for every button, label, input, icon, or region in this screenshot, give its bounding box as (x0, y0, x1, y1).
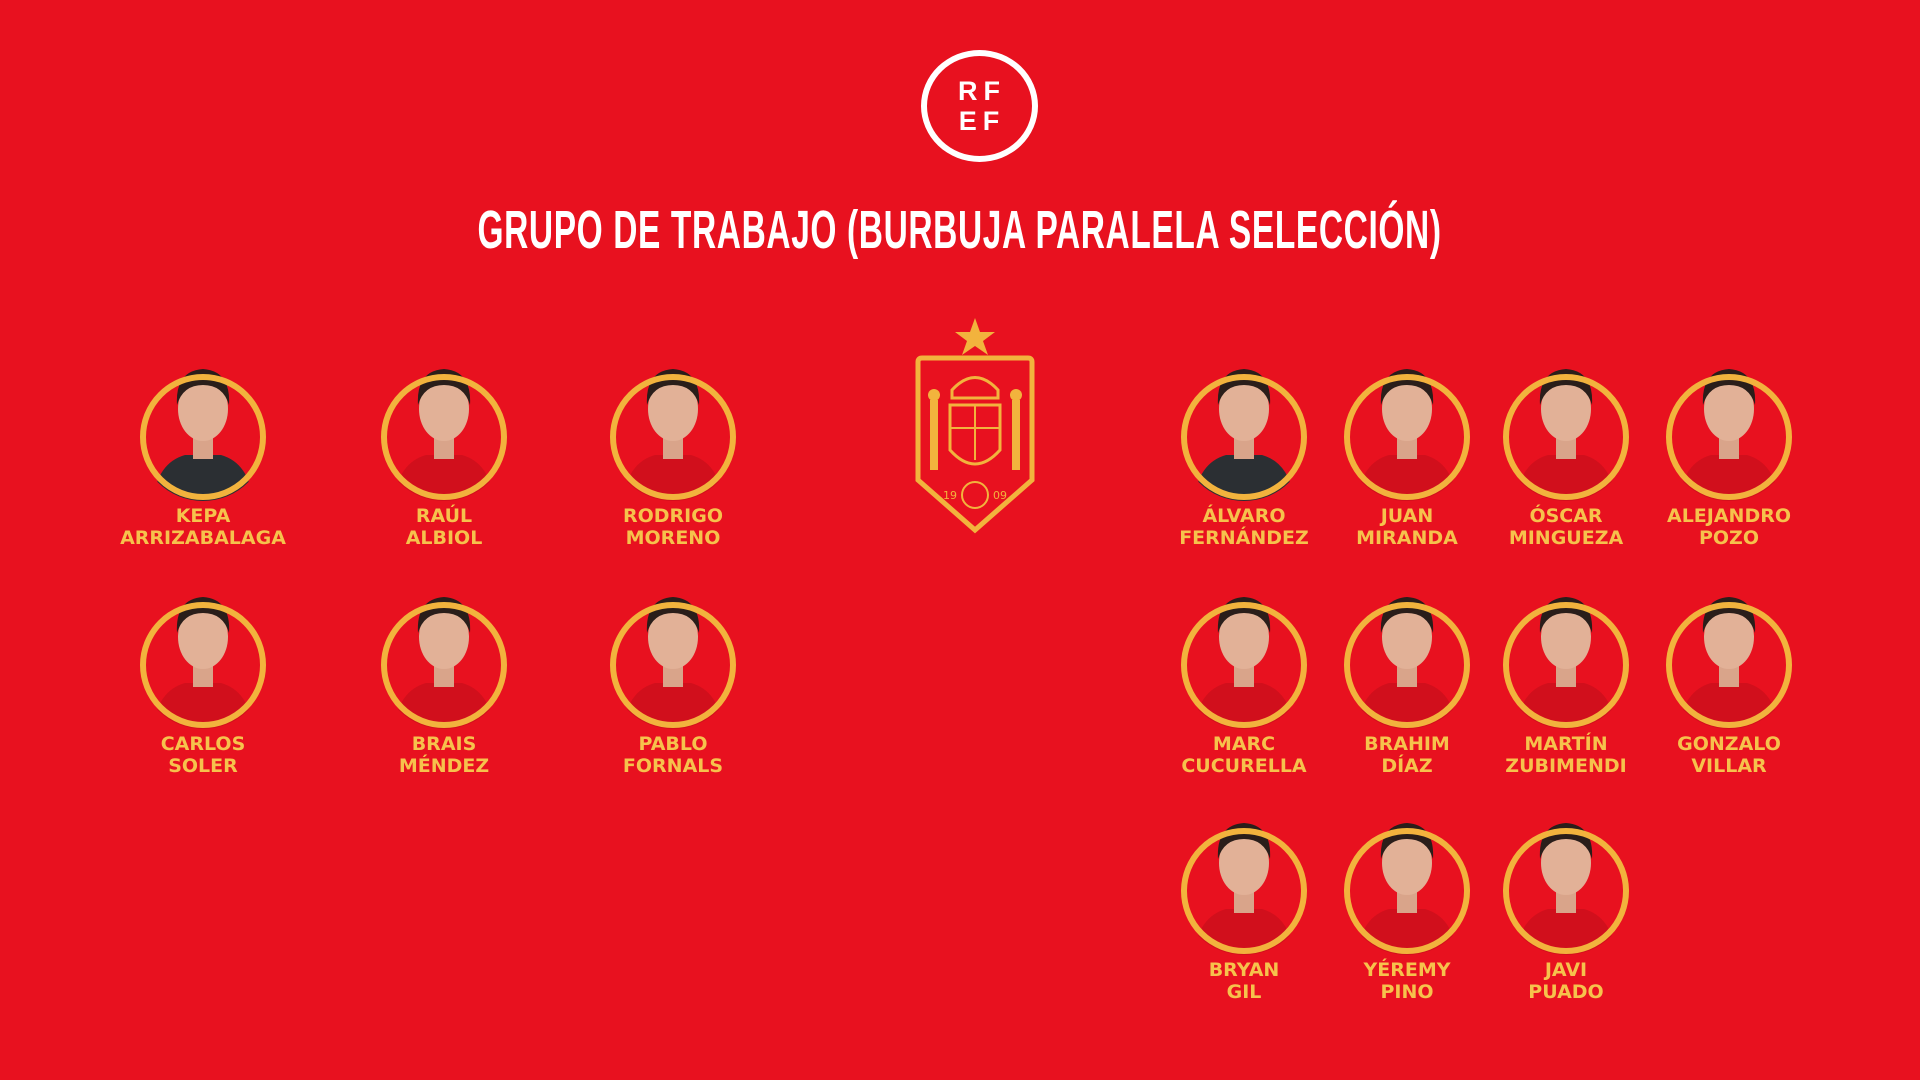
player-name: KEPA ARRIZABALAGA (83, 505, 323, 549)
player-first-name: YÉREMY (1363, 959, 1451, 981)
player-last-name: MINGUEZA (1508, 527, 1624, 549)
player-first-name: ÁLVARO (1202, 505, 1286, 527)
player-last-name: VILLAR (1691, 755, 1767, 777)
player-first-name: MARC (1212, 733, 1276, 755)
player-last-name: ZUBIMENDI (1505, 755, 1627, 777)
player-card: MARC CUCURELLA (1124, 579, 1364, 777)
crest-year-left: 19 (943, 489, 957, 502)
player-card: PABLO FORNALS (553, 579, 793, 777)
player-photo (139, 351, 267, 501)
player-photo (609, 351, 737, 501)
player-last-name: FORNALS (622, 755, 724, 777)
player-last-name: POZO (1698, 527, 1759, 549)
rfef-logo: RF EF (921, 50, 1038, 162)
player-photo (1665, 579, 1793, 729)
player-card: BRAIS MÉNDEZ (324, 579, 564, 777)
player-first-name: BRYAN (1208, 959, 1280, 981)
logo-line-1: RF (958, 76, 1006, 106)
player-card: JAVI PUADO (1446, 805, 1686, 1003)
player-name: JAVI PUADO (1446, 959, 1686, 1003)
player-first-name: JAVI (1544, 959, 1588, 981)
player-photo (1343, 579, 1471, 729)
player-last-name: CUCURELLA (1181, 755, 1307, 777)
player-photo (1343, 351, 1471, 501)
player-first-name: RODRIGO (622, 505, 723, 527)
player-first-name: ALEJANDRO (1666, 505, 1792, 527)
player-last-name: ALBIOL (405, 527, 483, 549)
player-photo (380, 351, 508, 501)
player-last-name: DÍAZ (1381, 755, 1433, 777)
player-name: RODRIGO MORENO (553, 505, 793, 549)
player-name: ALEJANDRO POZO (1609, 505, 1849, 549)
player-first-name: BRAHIM (1364, 733, 1450, 755)
player-card: ALEJANDRO POZO (1609, 351, 1849, 549)
player-card: KEPA ARRIZABALAGA (83, 351, 323, 549)
player-first-name: BRAIS (411, 733, 477, 755)
crest-year-right: 09 (993, 489, 1007, 502)
player-card: ÓSCAR MINGUEZA (1446, 351, 1686, 549)
player-photo (380, 579, 508, 729)
player-photo (1343, 805, 1471, 955)
player-card: GONZALO VILLAR (1609, 579, 1849, 777)
player-name: CARLOS SOLER (83, 733, 323, 777)
player-photo (1502, 805, 1630, 955)
player-first-name: KEPA (175, 505, 231, 527)
page-title: GRUPO DE TRABAJO (BURBUJA PARALELA SELEC… (477, 200, 1443, 260)
player-card: RAÚL ALBIOL (324, 351, 564, 549)
player-last-name: PUADO (1528, 981, 1604, 1003)
player-name: RAÚL ALBIOL (324, 505, 564, 549)
spain-crest: 19 09 (915, 318, 1035, 534)
player-first-name: GONZALO (1677, 733, 1781, 755)
player-name: ÁLVARO FERNÁNDEZ (1124, 505, 1364, 549)
player-photo (1180, 805, 1308, 955)
player-photo (1180, 351, 1308, 501)
player-name: ÓSCAR MINGUEZA (1446, 505, 1686, 549)
player-name: BRAIS MÉNDEZ (324, 733, 564, 777)
player-photo (609, 579, 737, 729)
player-last-name: GIL (1226, 981, 1262, 1003)
player-name: YÉREMY PINO (1287, 959, 1527, 1003)
player-first-name: CARLOS (160, 733, 246, 755)
player-card: CARLOS SOLER (83, 579, 323, 777)
player-name: JUAN MIRANDA (1287, 505, 1527, 549)
player-photo (1665, 351, 1793, 501)
player-last-name: ARRIZABALAGA (120, 527, 286, 549)
player-first-name: PABLO (638, 733, 708, 755)
player-first-name: ÓSCAR (1529, 505, 1603, 527)
player-last-name: MÉNDEZ (398, 755, 490, 777)
player-photo (1502, 351, 1630, 501)
player-card: ÁLVARO FERNÁNDEZ (1124, 351, 1364, 549)
logo-line-2: EF (958, 106, 1006, 136)
player-name: BRYAN GIL (1124, 959, 1364, 1003)
player-first-name: MARTÍN (1524, 733, 1608, 755)
player-name: GONZALO VILLAR (1609, 733, 1849, 777)
player-card: YÉREMY PINO (1287, 805, 1527, 1003)
player-last-name: PINO (1380, 981, 1434, 1003)
player-name: MARC CUCURELLA (1124, 733, 1364, 777)
player-card: RODRIGO MORENO (553, 351, 793, 549)
player-card: BRAHIM DÍAZ (1287, 579, 1527, 777)
player-last-name: SOLER (168, 755, 238, 777)
player-last-name: MIRANDA (1356, 527, 1458, 549)
player-first-name: JUAN (1380, 505, 1434, 527)
player-card: BRYAN GIL (1124, 805, 1364, 1003)
player-photo (1502, 579, 1630, 729)
player-card: JUAN MIRANDA (1287, 351, 1527, 549)
player-last-name: MORENO (625, 527, 721, 549)
player-first-name: RAÚL (415, 505, 473, 527)
star-icon (955, 318, 995, 355)
player-name: MARTÍN ZUBIMENDI (1446, 733, 1686, 777)
player-photo (139, 579, 267, 729)
player-name: BRAHIM DÍAZ (1287, 733, 1527, 777)
player-name: PABLO FORNALS (553, 733, 793, 777)
player-card: MARTÍN ZUBIMENDI (1446, 579, 1686, 777)
player-photo (1180, 579, 1308, 729)
player-last-name: FERNÁNDEZ (1179, 527, 1309, 549)
